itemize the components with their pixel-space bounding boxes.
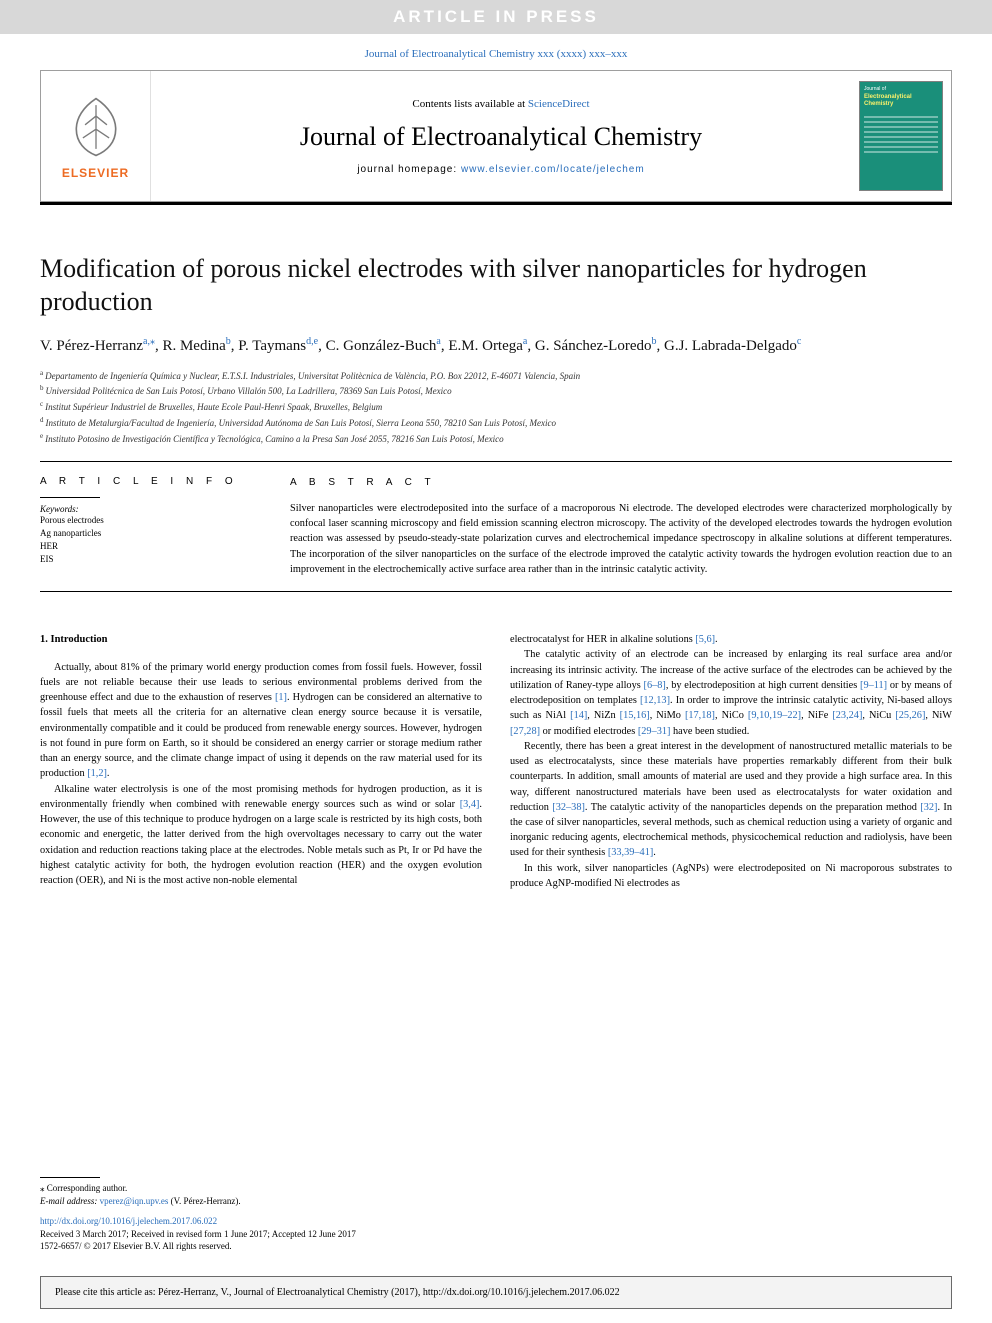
homepage-line: journal homepage: www.elsevier.com/locat…	[357, 164, 644, 175]
received-line: Received 3 March 2017; Received in revis…	[40, 1228, 952, 1241]
article-in-press-banner: ARTICLE IN PRESS	[0, 0, 992, 34]
journal-header-box: ELSEVIER Contents lists available at Sci…	[40, 70, 952, 202]
cover-small-text: Journal of	[864, 86, 886, 92]
cover-title-text: Electroanalytical Chemistry	[864, 94, 942, 107]
article-title: Modification of porous nickel electrodes…	[40, 253, 952, 318]
publisher-name: ELSEVIER	[62, 166, 129, 180]
rule-above-info	[40, 461, 952, 462]
cover-image: Journal of Electroanalytical Chemistry	[859, 81, 943, 191]
issn-copyright: 1572-6657/ © 2017 Elsevier B.V. All righ…	[40, 1240, 952, 1253]
affiliation-item: bUniversidad Politécnica de San Luis Pot…	[40, 383, 952, 399]
affiliation-item: cInstitut Supérieur Industriel de Bruxel…	[40, 399, 952, 415]
article-info-heading: A R T I C L E I N F O	[40, 476, 260, 487]
journal-cover-thumb: Journal of Electroanalytical Chemistry	[851, 71, 951, 201]
elsevier-tree-icon	[61, 92, 131, 162]
intro-p4: The catalytic activity of an electrode c…	[510, 647, 952, 738]
keyword-item: Porous electrodes	[40, 514, 260, 527]
header-thick-rule	[40, 202, 952, 205]
keyword-list: Porous electrodesAg nanoparticlesHEREIS	[40, 514, 260, 566]
email-line: E-mail address: vperez@iqn.upv.es (V. Pé…	[40, 1195, 952, 1208]
contents-list-line: Contents lists available at ScienceDirec…	[412, 98, 589, 110]
keyword-item: HER	[40, 540, 260, 553]
header-center: Contents lists available at ScienceDirec…	[151, 71, 851, 201]
abstract-block: A B S T R A C T Silver nanoparticles wer…	[290, 476, 952, 577]
doi-link[interactable]: http://dx.doi.org/10.1016/j.jelechem.201…	[40, 1216, 217, 1226]
intro-p3: electrocatalyst for HER in alkaline solu…	[510, 632, 952, 647]
email-label: E-mail address:	[40, 1196, 100, 1206]
contents-prefix: Contents lists available at	[412, 98, 527, 110]
affiliation-item: dInstituto de Metalurgia/Facultad de Ing…	[40, 415, 952, 431]
main-body-text: 1. Introduction Actually, about 81% of t…	[40, 632, 952, 891]
corresponding-author: ⁎ Corresponding author.	[40, 1182, 952, 1195]
cover-decoration	[864, 116, 938, 156]
intro-heading: 1. Introduction	[40, 632, 482, 648]
homepage-link[interactable]: www.elsevier.com/locate/jelechem	[461, 164, 645, 175]
intro-p6: In this work, silver nanoparticles (AgNP…	[510, 861, 952, 891]
journal-reference-line: Journal of Electroanalytical Chemistry x…	[0, 34, 992, 70]
intro-p5: Recently, there has been a great interes…	[510, 739, 952, 861]
cite-this-article-box: Please cite this article as: Pérez-Herra…	[40, 1276, 952, 1309]
footer-notes: ⁎ Corresponding author. E-mail address: …	[40, 1177, 952, 1253]
sciencedirect-link[interactable]: ScienceDirect	[528, 98, 590, 110]
publisher-logo-block: ELSEVIER	[41, 71, 151, 201]
affiliation-item: eInstituto Potosino de Investigación Cie…	[40, 431, 952, 447]
abstract-heading: A B S T R A C T	[290, 476, 952, 491]
author-list: V. Pérez-Herranza,⁎, R. Medinab, P. Taym…	[40, 334, 952, 358]
info-abstract-row: A R T I C L E I N F O Keywords: Porous e…	[40, 476, 952, 592]
affiliation-item: aDepartamento de Ingeniería Química y Nu…	[40, 368, 952, 384]
info-rule	[40, 497, 100, 498]
article-info-block: A R T I C L E I N F O Keywords: Porous e…	[40, 476, 260, 577]
intro-p2: Alkaline water electrolysis is one of th…	[40, 782, 482, 889]
keyword-item: Ag nanoparticles	[40, 527, 260, 540]
footer-sep-rule	[40, 1177, 100, 1178]
abstract-text: Silver nanoparticles were electrodeposit…	[290, 501, 952, 577]
keyword-item: EIS	[40, 553, 260, 566]
homepage-prefix: journal homepage:	[357, 164, 461, 175]
keywords-label: Keywords:	[40, 504, 260, 514]
intro-p1: Actually, about 81% of the primary world…	[40, 660, 482, 782]
journal-name-large: Journal of Electroanalytical Chemistry	[300, 122, 702, 152]
corr-email-link[interactable]: vperez@iqn.upv.es	[100, 1196, 169, 1206]
journal-ref-link[interactable]: Journal of Electroanalytical Chemistry x…	[365, 48, 628, 60]
email-suffix: (V. Pérez-Herranz).	[168, 1196, 240, 1206]
affiliation-list: aDepartamento de Ingeniería Química y Nu…	[40, 368, 952, 448]
